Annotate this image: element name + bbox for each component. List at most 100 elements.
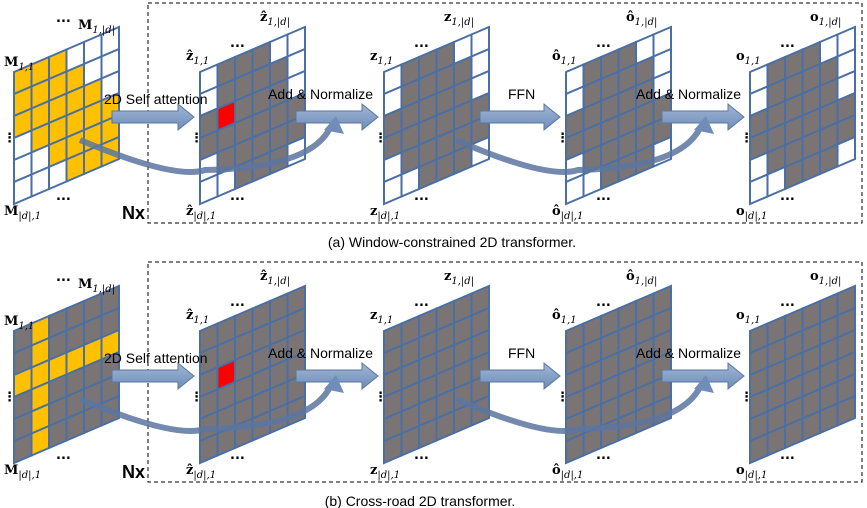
grid-4-label-top-left: o1,1 <box>736 308 761 326</box>
grid-2-label-top-right: z1,|d| <box>444 269 474 287</box>
grid-3-top-ellipsis: ... <box>596 36 611 51</box>
grid-3-top-ellipsis: ... <box>596 295 611 310</box>
grid-4-left-ellipsis: ⋮ <box>740 131 753 146</box>
op-ffn: FFN <box>508 345 535 361</box>
arrow-add-norm-1 <box>295 102 379 132</box>
input-label-bottom-left: M|d|,1 <box>4 463 41 481</box>
residual-arrow-1-head <box>324 116 344 134</box>
grid-2-left-ellipsis: ⋮ <box>374 131 387 146</box>
input-label-top-left: M1,1 <box>4 314 34 332</box>
op-add-normalize-1: Add & Normalize <box>268 345 373 361</box>
grid-2-top-ellipsis: ... <box>414 36 429 51</box>
panel-window-constrained: M1,1 M1,|d| M|d|,1...... ⋮ ẑ1,1 ẑ1,|d| ẑ|d|,1.… <box>3 10 856 222</box>
grid-1-label-top-right: ẑ1,|d| <box>260 269 290 287</box>
grid-4-bottom-ellipsis: ... <box>780 448 795 463</box>
grid-4-top-ellipsis: ... <box>780 36 795 51</box>
grid-3 <box>565 25 672 206</box>
repeat-label-a: Nx <box>122 203 145 223</box>
grid-4 <box>749 284 856 465</box>
grid-4-label-top-right: o1,|d| <box>810 10 841 28</box>
input-label-top-left: M1,1 <box>4 55 34 73</box>
grid-3-bottom-ellipsis: ... <box>596 448 611 463</box>
grid-1-label-top-left: ẑ1,1 <box>186 308 209 326</box>
grid-2 <box>383 25 490 206</box>
grid-2-label-top-left: z1,1 <box>370 308 393 326</box>
grid-4-label-top-right: o1,|d| <box>810 269 841 287</box>
grid-2-top-ellipsis: ... <box>414 295 429 310</box>
grid-1-bottom-ellipsis: ... <box>230 189 245 204</box>
grid-4-label-bottom-left: o|d|,1 <box>736 463 767 481</box>
residual-arrow-2-head <box>694 116 714 134</box>
op-self-attention: 2D Self attention <box>104 91 208 107</box>
op-add-normalize-2: Add & Normalize <box>636 345 741 361</box>
arrow-add-norm-2 <box>661 102 745 132</box>
grid-3-bottom-ellipsis: ... <box>596 189 611 204</box>
grid-4-label-top-left: o1,1 <box>736 49 761 67</box>
residual-arrow-1-head <box>324 375 344 393</box>
arrow-ffn <box>479 102 561 132</box>
grid-1-top-ellipsis: ... <box>230 36 245 51</box>
grid-cell <box>836 394 856 428</box>
grid-1-bottom-ellipsis: ... <box>230 448 245 463</box>
grid-1-label-bottom-left: ẑ|d|,1 <box>186 463 216 481</box>
input-label-bottom-left: M|d|,1 <box>4 204 41 222</box>
grid-1-label-top-left: ẑ1,1 <box>186 49 209 67</box>
arrow-ffn <box>479 361 561 391</box>
grid-3-label-top-left: ô1,1 <box>552 49 577 67</box>
grid-1 <box>199 25 306 206</box>
grid-3-label-bottom-left: ô|d|,1 <box>552 463 583 481</box>
grid-3-label-top-right: ô1,|d| <box>626 269 657 287</box>
input-bottom-ellipsis: ... <box>56 448 71 463</box>
grid-4-top-ellipsis: ... <box>780 295 795 310</box>
grid-2-bottom-ellipsis: ... <box>414 189 429 204</box>
input-label-top-right: M1,|d| <box>78 18 115 36</box>
residual-arrow-2 <box>454 385 703 434</box>
grid-1 <box>199 284 306 465</box>
grid-2-label-bottom-left: z|d|,1 <box>370 204 400 222</box>
grid-3-label-top-left: ô1,1 <box>552 308 577 326</box>
grid-2-label-top-right: z1,|d| <box>444 10 474 28</box>
grid-3-left-ellipsis: ⋮ <box>556 131 569 146</box>
input-top-ellipsis: ... <box>56 270 71 285</box>
residual-arrow-1 <box>78 385 333 434</box>
grid-3-label-bottom-left: ô|d|,1 <box>552 204 583 222</box>
arrow-add-norm-2 <box>661 361 745 391</box>
op-self-attention: 2D Self attention <box>104 350 208 366</box>
grid-2-bottom-ellipsis: ... <box>414 448 429 463</box>
panel-cross-road: M1,1 M1,|d| M|d|,1...... ⋮ ẑ1,1 ẑ1,|d| ẑ|d|,1.… <box>3 269 856 481</box>
grid-4-label-bottom-left: o|d|,1 <box>736 204 767 222</box>
grid-3-left-ellipsis: ⋮ <box>556 390 569 405</box>
op-ffn: FFN <box>508 86 535 102</box>
residual-arrow-2 <box>454 126 703 175</box>
grid-1-label-top-right: ẑ1,|d| <box>260 10 290 28</box>
caption-b: (b) Cross-road 2D transformer. <box>325 493 516 508</box>
input-left-ellipsis: ⋮ <box>3 131 16 146</box>
op-add-normalize-2: Add & Normalize <box>636 86 741 102</box>
arrow-add-norm-1 <box>295 361 379 391</box>
input-top-ellipsis: ... <box>56 11 71 26</box>
caption-a: (a) Window-constrained 2D transformer. <box>328 234 576 250</box>
op-add-normalize-1: Add & Normalize <box>268 86 373 102</box>
grid-2-left-ellipsis: ⋮ <box>374 390 387 405</box>
grid-4-left-ellipsis: ⋮ <box>740 390 753 405</box>
input-grid <box>13 25 120 206</box>
grid-3 <box>565 284 672 465</box>
residual-arrow-2-head <box>694 375 714 393</box>
input-bottom-ellipsis: ... <box>56 189 71 204</box>
grid-cell <box>836 135 856 169</box>
grid-1-left-ellipsis: ⋮ <box>190 131 203 146</box>
arrow-self-attention <box>111 361 195 391</box>
grid-2-label-bottom-left: z|d|,1 <box>370 463 400 481</box>
grid-3-label-top-right: ô1,|d| <box>626 10 657 28</box>
grid-1-label-bottom-left: ẑ|d|,1 <box>186 204 216 222</box>
input-label-top-right: M1,|d| <box>78 277 115 295</box>
grid-4-bottom-ellipsis: ... <box>780 189 795 204</box>
repeat-label-b: Nx <box>122 462 145 482</box>
grid-1-top-ellipsis: ... <box>230 295 245 310</box>
grid-4 <box>749 25 856 206</box>
grid-1-left-ellipsis: ⋮ <box>190 390 203 405</box>
residual-arrow-1 <box>78 126 333 175</box>
input-left-ellipsis: ⋮ <box>3 390 16 405</box>
arrow-self-attention <box>111 102 195 132</box>
